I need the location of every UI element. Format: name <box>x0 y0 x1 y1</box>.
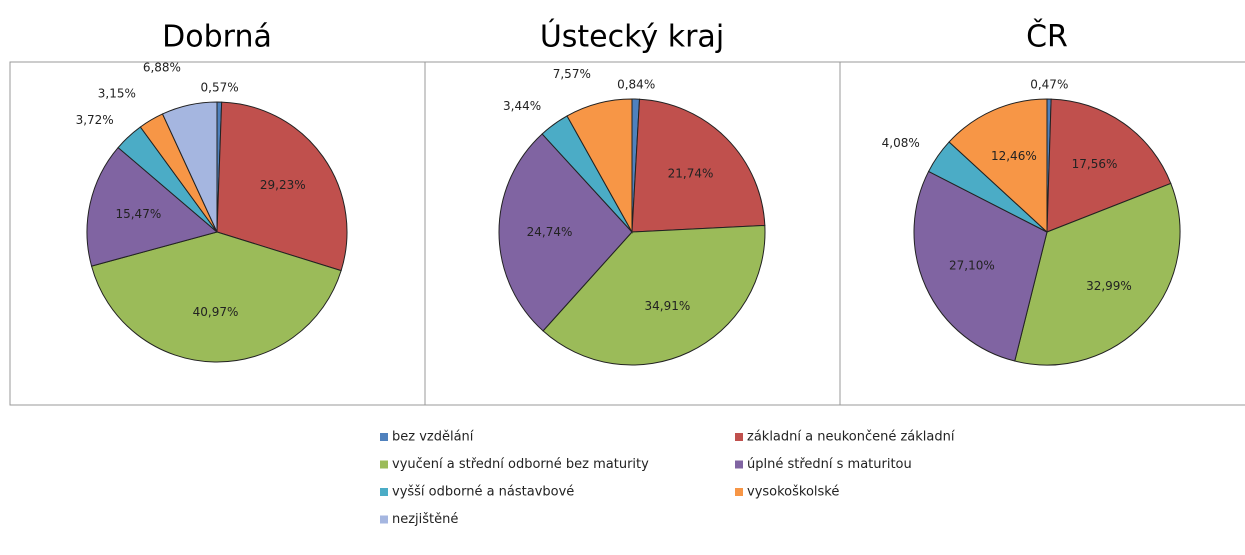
pie-slice <box>86 146 219 267</box>
data-label: 24,74% <box>527 225 573 239</box>
pie-slice <box>216 101 348 272</box>
chart-title: ČR <box>1026 18 1068 55</box>
legend-swatch <box>380 460 388 469</box>
legend-label: vysokoškolské <box>747 485 839 500</box>
data-label: 15,47% <box>115 207 161 221</box>
data-label: 0,84% <box>617 78 655 92</box>
legend-swatch <box>380 515 388 524</box>
data-label: 3,44% <box>503 99 541 113</box>
data-label: 32,99% <box>1086 279 1132 293</box>
pie-slice <box>498 133 633 332</box>
data-label: 3,15% <box>98 87 136 101</box>
data-label: 7,57% <box>553 67 591 81</box>
pie-slice <box>161 101 218 233</box>
pie-slice <box>566 98 633 234</box>
data-label: 34,91% <box>645 299 691 313</box>
legend-swatch <box>380 433 388 441</box>
pie-slice <box>1046 98 1172 233</box>
data-label: 27,10% <box>949 259 995 273</box>
data-label: 29,23% <box>260 178 306 192</box>
data-label: 3,72% <box>76 113 114 127</box>
legend-label: bez vzdělání <box>392 430 474 445</box>
data-label: 21,74% <box>668 166 714 180</box>
data-label: 12,46% <box>991 149 1037 163</box>
data-label: 0,47% <box>1030 78 1068 92</box>
data-label: 0,57% <box>201 81 239 95</box>
legend-label: vyučení a střední odborné bez maturity <box>392 457 649 472</box>
legend-swatch <box>735 460 743 469</box>
pie-slice <box>542 224 766 366</box>
data-label: 17,56% <box>1072 157 1118 171</box>
legend-label: úplné střední s maturitou <box>747 457 912 472</box>
pie-slice <box>90 231 342 363</box>
legend-label: nezjištěné <box>392 512 458 527</box>
legend-swatch <box>735 488 743 496</box>
legend-label: vyšší odborné a nástavbové <box>392 485 574 500</box>
chart-title: Dobrná <box>162 20 272 55</box>
pie-slice <box>1014 182 1181 366</box>
data-label: 40,97% <box>193 305 239 319</box>
pie-slice <box>913 170 1048 362</box>
frame <box>9 61 1245 406</box>
pie-slice <box>631 98 766 233</box>
legend-swatch <box>735 433 743 441</box>
data-label: 6,88% <box>143 60 181 74</box>
data-label: 4,08% <box>882 136 920 150</box>
chart-title: Ústecký kraj <box>540 18 724 55</box>
legend-swatch <box>380 488 388 496</box>
legend-label: základní a neukončené základní <box>747 430 955 445</box>
pie-slice <box>948 98 1048 234</box>
